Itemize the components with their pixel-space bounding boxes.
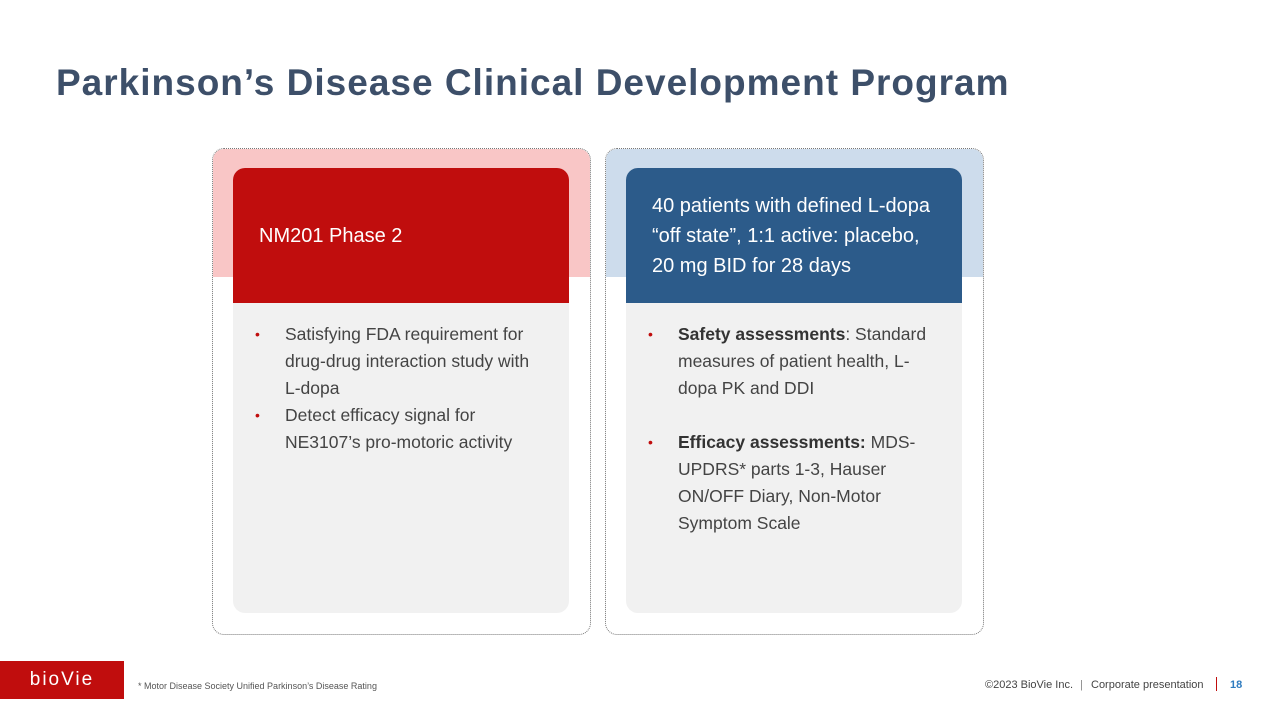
separator: [1216, 677, 1217, 691]
slide-title: Parkinson’s Disease Clinical Development…: [56, 62, 1010, 103]
bullet-text: Detect efficacy signal for NE3107’s pro-…: [285, 405, 513, 452]
bullet: Detect efficacy signal for NE3107’s pro-…: [255, 402, 549, 456]
bullet-text: : Standard measures of patient health, L…: [678, 324, 927, 398]
page-number: 18: [1230, 679, 1243, 691]
card-header: NM201 Phase 2: [233, 168, 569, 303]
bullet: Satisfying FDA requirement for drug-drug…: [255, 321, 549, 402]
bullet-text: Satisfying FDA requirement for drug-drug…: [285, 324, 530, 398]
card-frame: 40 patients with defined L-dopa “off sta…: [605, 148, 984, 635]
section-label: Corporate presentation: [1091, 679, 1204, 691]
card-header: 40 patients with defined L-dopa “off sta…: [626, 168, 962, 303]
bullet: Efficacy assessments: MDS-UPDRS* parts 1…: [648, 429, 942, 537]
bullet: Safety assessments: Standard measures of…: [648, 321, 942, 402]
copyright: ©2023 BioVie Inc.: [985, 679, 1074, 691]
card: 40 patients with defined L-dopa “off sta…: [626, 168, 962, 613]
separator: |: [1080, 679, 1083, 691]
footnote: * Motor Disease Society Unified Parkinso…: [138, 681, 377, 691]
card: NM201 Phase 2 Satisfying FDA requirement…: [233, 168, 569, 613]
bullet-lead: Efficacy assessments:: [678, 432, 866, 452]
bullet-lead: Safety assessments: [678, 324, 846, 344]
card-frame: NM201 Phase 2 Satisfying FDA requirement…: [212, 148, 591, 635]
bullet-list: Safety assessments: Standard measures of…: [626, 321, 962, 537]
logo: bioVie: [0, 661, 124, 699]
bullet-text: MDS-UPDRS* parts 1-3, Hauser ON/OFF Diar…: [678, 432, 916, 533]
bullet-list: Satisfying FDA requirement for drug-drug…: [233, 321, 569, 456]
